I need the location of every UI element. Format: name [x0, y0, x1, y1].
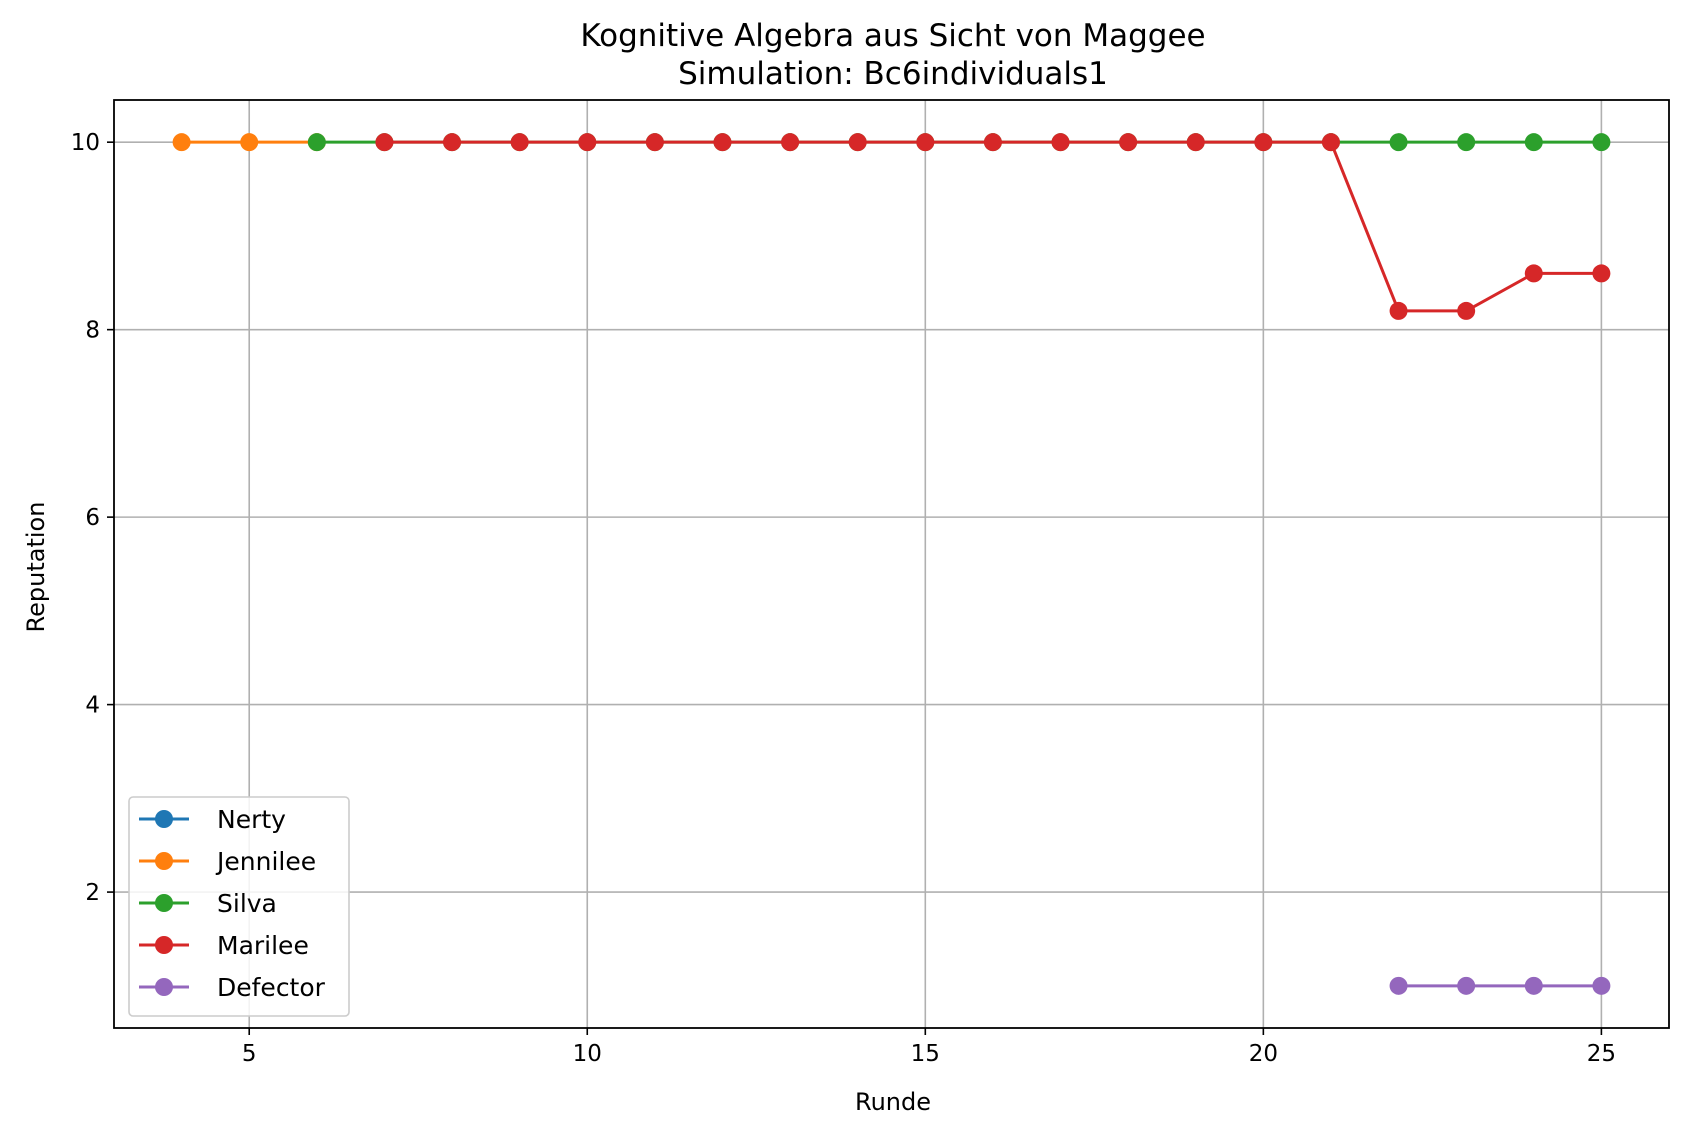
- legend-item: Defector: [139, 973, 326, 1002]
- x-tick-label: 5: [242, 1041, 257, 1067]
- data-point: [1524, 976, 1543, 995]
- data-point: [443, 133, 462, 152]
- chart-title: Kognitive Algebra aus Sicht von Maggee: [580, 18, 1205, 54]
- data-point: [1524, 264, 1543, 283]
- data-point: [1389, 133, 1408, 152]
- data-point: [375, 133, 394, 152]
- data-point: [510, 133, 529, 152]
- data-point: [1592, 133, 1611, 152]
- data-point: [848, 133, 867, 152]
- legend-label: Defector: [217, 973, 326, 1002]
- x-tick-label: 20: [1249, 1041, 1278, 1067]
- y-tick-label: 8: [85, 318, 100, 344]
- data-point: [1119, 133, 1138, 152]
- data-point: [307, 133, 326, 152]
- data-point: [172, 133, 191, 152]
- series-marilee: [375, 133, 1611, 320]
- chart-subtitle: Simulation: Bc6individuals1: [678, 56, 1108, 92]
- legend-label: Marilee: [217, 931, 309, 960]
- series-defector: [1389, 976, 1611, 995]
- legend-marker: [155, 810, 173, 828]
- legend-marker: [155, 936, 173, 954]
- data-point: [781, 133, 800, 152]
- legend-item: Silva: [139, 889, 277, 918]
- y-tick-label: 6: [85, 505, 100, 531]
- data-point: [713, 133, 732, 152]
- data-point: [1321, 133, 1340, 152]
- data-point: [1524, 133, 1543, 152]
- data-point: [240, 133, 259, 152]
- y-tick-label: 2: [85, 880, 100, 906]
- series-lines: [172, 133, 1611, 995]
- legend-label: Nerty: [217, 805, 286, 834]
- y-tick-label: 10: [71, 130, 100, 156]
- legend-item: Jennilee: [139, 847, 316, 876]
- data-point: [983, 133, 1002, 152]
- data-point: [1592, 976, 1611, 995]
- legend-marker: [155, 978, 173, 996]
- legend-marker: [155, 894, 173, 912]
- x-tick-label: 15: [911, 1041, 940, 1067]
- data-point: [578, 133, 597, 152]
- data-point: [1457, 133, 1476, 152]
- y-axis-label: Reputation: [22, 502, 50, 633]
- x-tick-label: 25: [1587, 1041, 1616, 1067]
- y-tick-label: 4: [85, 693, 100, 719]
- legend-label: Jennilee: [215, 847, 316, 876]
- data-point: [645, 133, 664, 152]
- data-point: [1592, 264, 1611, 283]
- data-point: [1457, 976, 1476, 995]
- legend-item: Marilee: [139, 931, 309, 960]
- data-point: [1389, 301, 1408, 320]
- legend-label: Silva: [217, 889, 277, 918]
- data-point: [1457, 301, 1476, 320]
- data-point: [1186, 133, 1205, 152]
- data-point: [1254, 133, 1273, 152]
- data-point: [916, 133, 935, 152]
- x-axis-label: Runde: [855, 1088, 931, 1116]
- data-point: [1389, 976, 1408, 995]
- plot-frame: [113, 99, 1670, 1029]
- legend-box: [128, 796, 350, 1017]
- legend-marker: [155, 852, 173, 870]
- axis-ticks: 5 10 15 20 25 2 4 6 8 10: [71, 130, 1616, 1067]
- x-tick-label: 10: [573, 1041, 602, 1067]
- legend-item: Nerty: [139, 805, 286, 834]
- data-point: [1051, 133, 1070, 152]
- legend: Nerty Jennilee Silva Marilee Defector: [128, 796, 350, 1017]
